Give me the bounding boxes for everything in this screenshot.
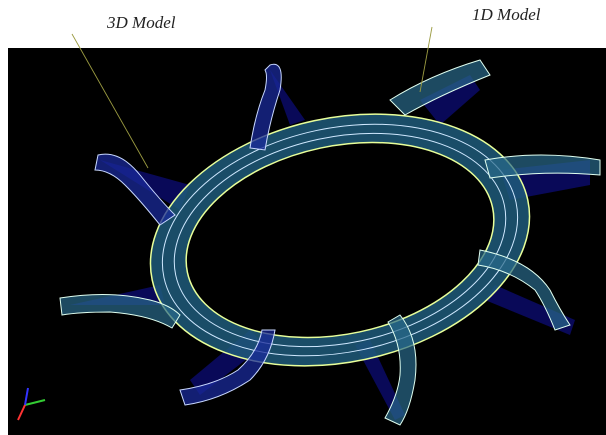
label-1d: 1D Model bbox=[472, 5, 541, 24]
leader-3d bbox=[71, 33, 149, 169]
label-3d: 3D Model bbox=[106, 13, 176, 32]
model bbox=[17, 59, 601, 426]
leader-1d bbox=[419, 26, 433, 93]
